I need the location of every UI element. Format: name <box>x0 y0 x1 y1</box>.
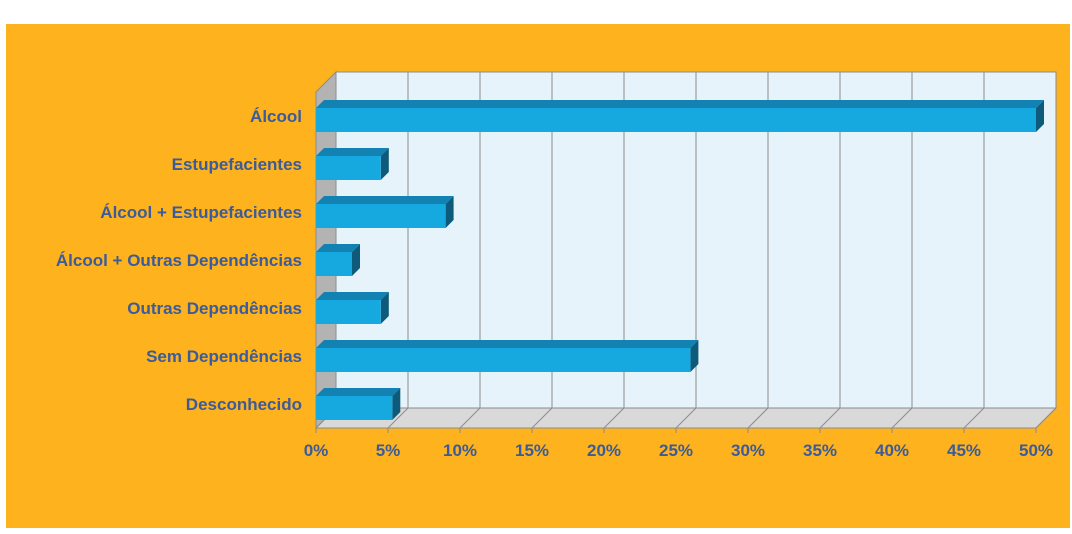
x-tick-label: 50% <box>1019 441 1053 460</box>
x-tick-label: 30% <box>731 441 765 460</box>
bar <box>316 348 691 372</box>
bar-side <box>445 196 454 228</box>
bar <box>316 156 381 180</box>
bar-top <box>316 340 699 348</box>
floor-gridline <box>963 407 985 429</box>
x-tick-label: 35% <box>803 441 837 460</box>
bar-side <box>380 148 389 180</box>
x-tick-label: 15% <box>515 441 549 460</box>
category-label: Sem Dependências <box>146 347 302 366</box>
category-label: Outras Dependências <box>127 299 302 318</box>
bar-chart: Álcool Estupefacientes Álcool + Estupefaci… <box>6 24 1070 528</box>
bar-side <box>690 340 699 372</box>
category-label: Desconhecido <box>186 395 302 414</box>
bar-top <box>316 244 360 252</box>
floor-gridline <box>603 407 625 429</box>
bar-top <box>316 100 1044 108</box>
x-tick-label: 10% <box>443 441 477 460</box>
category-label: Álcool + Estupefacientes <box>100 203 302 222</box>
x-tick-label: 5% <box>376 441 401 460</box>
bar-top <box>316 148 389 156</box>
bar-side <box>1036 100 1044 132</box>
x-tick-label: 40% <box>875 441 909 460</box>
bar <box>316 252 352 276</box>
floor-gridline <box>747 407 769 429</box>
bar-top <box>316 388 401 396</box>
x-tick-label: 45% <box>947 441 981 460</box>
category-label: Álcool + Outras Dependências <box>56 251 302 270</box>
bar-top <box>316 196 454 204</box>
floor-gridline <box>531 407 553 429</box>
category-label: Álcool <box>250 107 302 126</box>
bar-side <box>352 244 360 276</box>
x-tick-label: 0% <box>304 441 329 460</box>
floor-gridline <box>819 407 841 429</box>
bar <box>316 300 381 324</box>
bar <box>316 396 393 420</box>
floor-gridline <box>891 407 913 429</box>
floor-gridline <box>387 407 409 429</box>
x-tick-label: 20% <box>587 441 621 460</box>
category-label: Estupefacientes <box>172 155 302 174</box>
floor-gridline <box>1035 407 1057 429</box>
floor-gridline <box>675 407 697 429</box>
chart-panel: Álcool Estupefacientes Álcool + Estupefaci… <box>6 24 1070 528</box>
bar-top <box>316 292 389 300</box>
title-strip <box>0 0 1072 24</box>
floor-gridline <box>459 407 481 429</box>
x-tick-label: 25% <box>659 441 693 460</box>
bar-side <box>380 292 389 324</box>
bar <box>316 204 446 228</box>
bar-side <box>392 388 401 420</box>
bar <box>316 108 1036 132</box>
